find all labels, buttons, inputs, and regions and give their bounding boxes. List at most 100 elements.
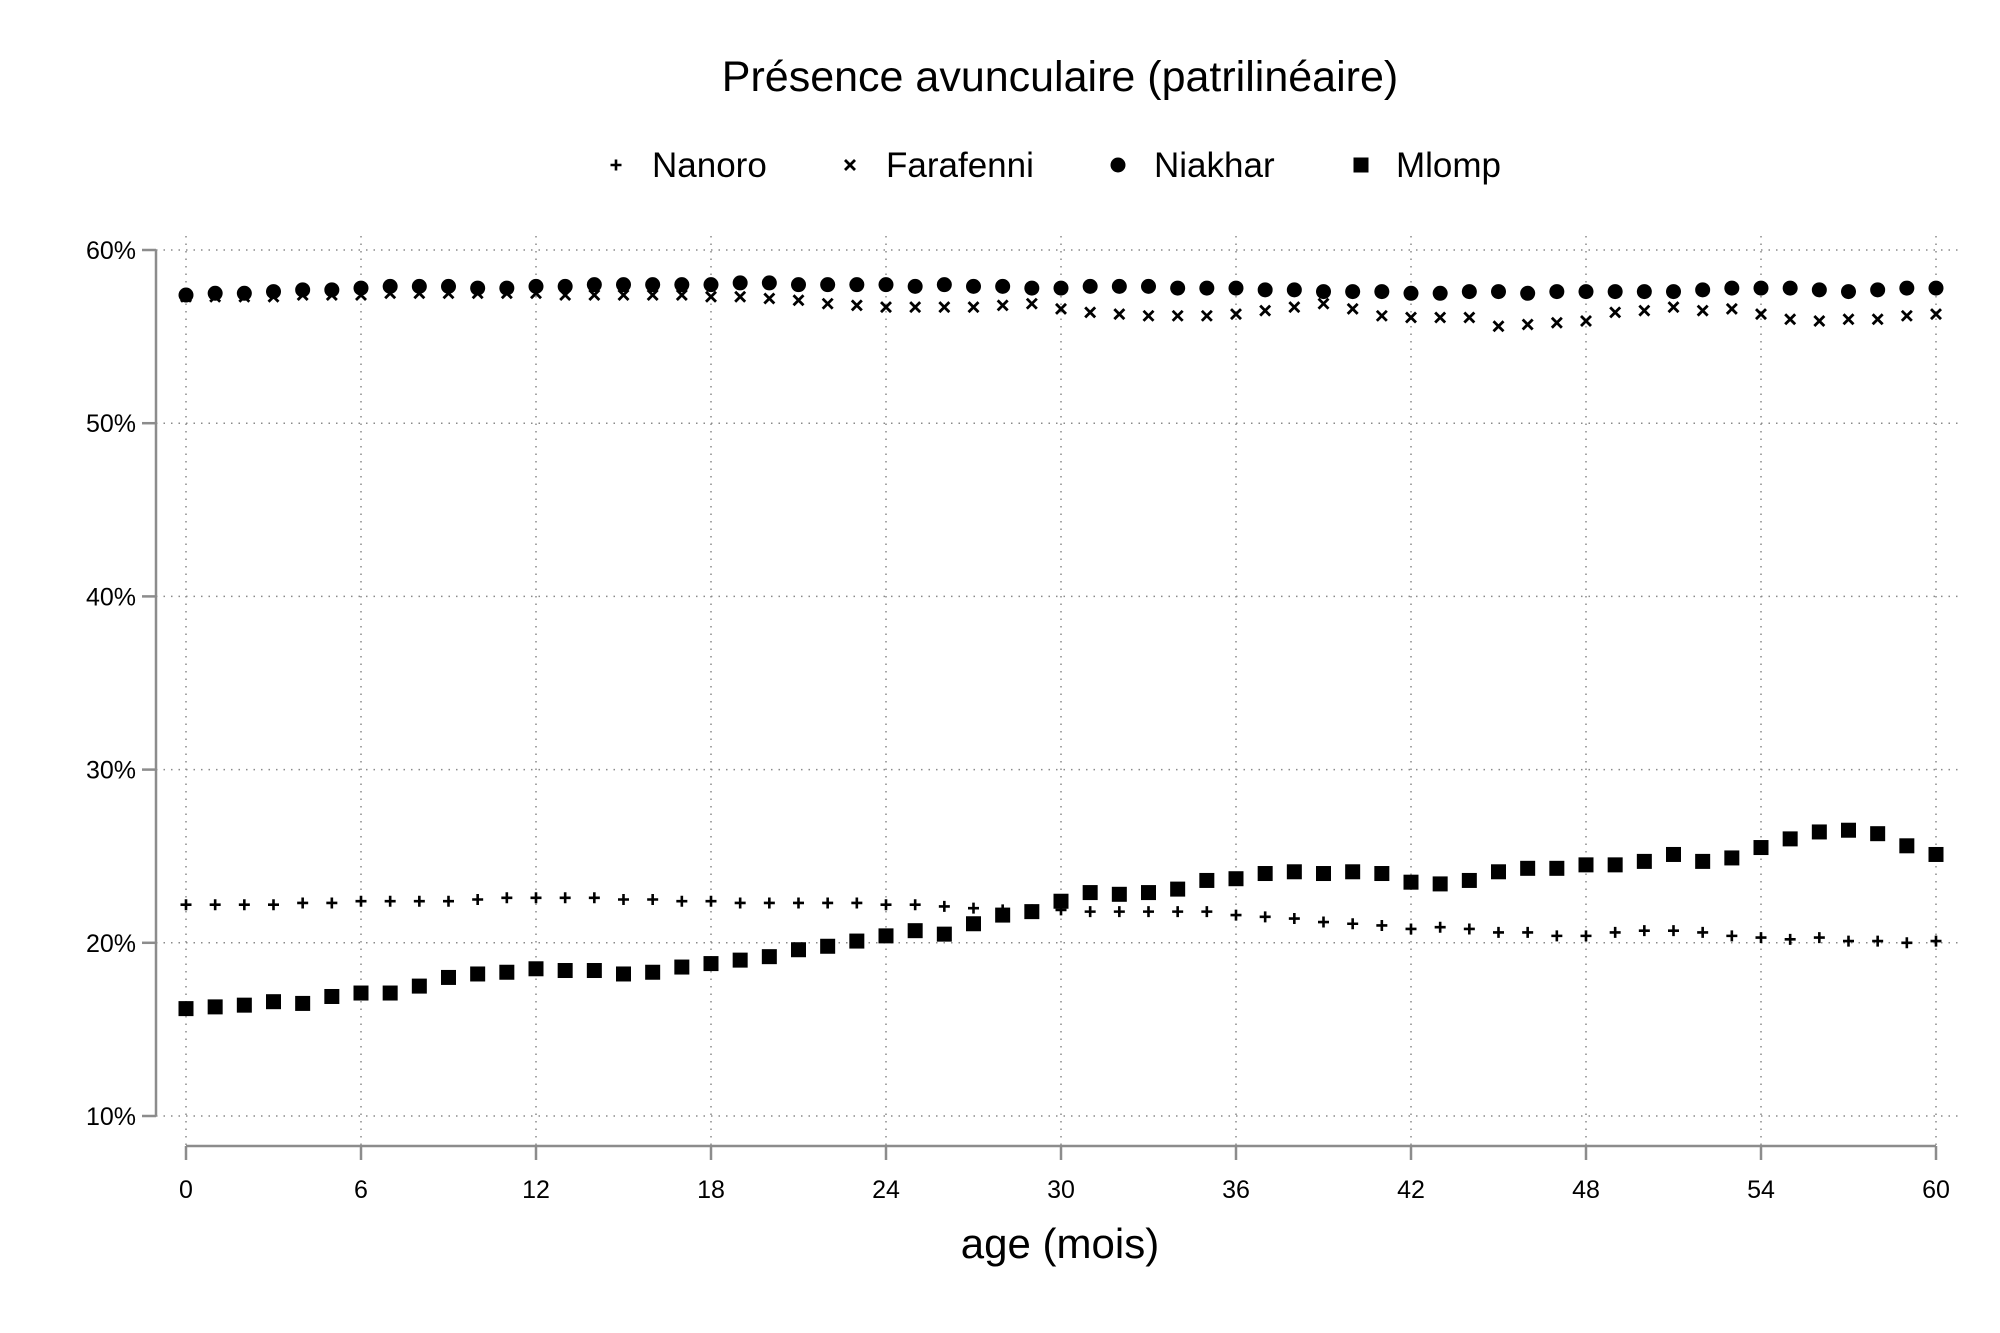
point-farafenni	[734, 290, 747, 303]
point-farafenni	[1288, 301, 1301, 314]
point-nanoro	[1755, 932, 1767, 944]
point-farafenni	[1025, 297, 1038, 310]
point-farafenni	[1696, 304, 1709, 317]
point-nanoro	[1259, 911, 1271, 923]
point-niakhar	[1636, 284, 1652, 300]
point-nanoro	[1638, 925, 1650, 937]
y-tick-label: 30%	[86, 757, 136, 785]
point-nanoro	[1843, 935, 1854, 947]
point-nanoro	[618, 894, 629, 905]
y-tick-label: 60%	[86, 237, 136, 265]
point-farafenni	[1434, 311, 1447, 324]
point-niakhar	[1374, 284, 1390, 300]
legend-item-nanoro: Nanoro	[610, 146, 767, 185]
point-nanoro	[268, 899, 279, 911]
point-nanoro	[1084, 906, 1096, 918]
point-farafenni	[1463, 311, 1476, 324]
point-nanoro	[1347, 918, 1359, 930]
point-farafenni	[1580, 315, 1592, 328]
point-farafenni	[646, 289, 659, 302]
point-niakhar	[1782, 280, 1798, 296]
x-axis-title: age (mois)	[961, 1220, 1159, 1267]
point-mlomp	[1432, 876, 1448, 892]
point-niakhar	[441, 278, 456, 294]
point-mlomp	[1520, 860, 1536, 876]
point-mlomp	[1695, 853, 1711, 869]
point-mlomp	[1024, 904, 1040, 920]
point-niakhar	[382, 278, 398, 294]
point-farafenni	[909, 301, 922, 314]
point-farafenni	[1259, 304, 1272, 317]
point-farafenni	[1813, 315, 1826, 328]
point-niakhar	[266, 284, 281, 300]
x-tick-label: 30	[1047, 1176, 1075, 1204]
point-mlomp	[441, 969, 456, 985]
x-tick-label: 6	[354, 1176, 368, 1204]
point-niakhar	[1724, 280, 1740, 296]
point-niakhar	[1199, 280, 1215, 296]
x-tick-label: 24	[872, 1176, 900, 1204]
point-niakhar	[703, 277, 719, 293]
point-nanoro	[763, 897, 775, 909]
point-farafenni	[617, 289, 630, 302]
point-nanoro	[1288, 913, 1300, 925]
point-farafenni	[1930, 308, 1942, 321]
y-tick-label: 50%	[86, 410, 136, 438]
point-farafenni	[1113, 308, 1126, 321]
point-nanoro	[1726, 930, 1738, 942]
point-farafenni	[850, 299, 863, 312]
series-niakhar	[178, 275, 1944, 303]
x-tick-label: 54	[1747, 1176, 1775, 1204]
point-niakhar	[1695, 282, 1711, 298]
point-niakhar	[1286, 282, 1302, 298]
point-farafenni	[705, 290, 717, 303]
point-niakhar	[1345, 284, 1361, 300]
point-nanoro	[734, 897, 746, 909]
point-niakhar	[353, 280, 369, 296]
point-niakhar	[411, 278, 427, 294]
point-niakhar	[907, 278, 923, 294]
point-niakhar	[1228, 280, 1244, 296]
y-tick-label: 20%	[86, 930, 136, 958]
point-nanoro	[209, 899, 221, 911]
point-niakhar	[645, 277, 661, 293]
point-niakhar	[586, 277, 602, 293]
point-mlomp	[528, 961, 544, 977]
series-nanoro	[180, 892, 1942, 949]
point-farafenni	[1230, 308, 1242, 321]
point-niakhar	[470, 280, 486, 296]
point-nanoro	[1434, 921, 1446, 933]
point-niakhar	[178, 287, 194, 303]
point-mlomp	[236, 997, 252, 1013]
point-farafenni	[1055, 302, 1067, 315]
point-nanoro	[1784, 933, 1796, 945]
point-nanoro	[413, 895, 425, 907]
point-mlomp	[1170, 881, 1186, 897]
point-mlomp	[1491, 864, 1506, 880]
point-niakhar	[1082, 278, 1098, 294]
point-nanoro	[1580, 930, 1592, 942]
point-nanoro	[1113, 906, 1125, 918]
point-farafenni	[1375, 309, 1388, 322]
point-nanoro	[1201, 906, 1213, 918]
point-niakhar	[1141, 278, 1156, 294]
point-nanoro	[1493, 926, 1504, 938]
legend-label: Niakhar	[1154, 146, 1275, 185]
point-nanoro	[1697, 926, 1709, 938]
point-mlomp	[703, 956, 719, 972]
point-nanoro	[793, 897, 804, 909]
point-mlomp	[907, 923, 923, 939]
point-mlomp	[324, 988, 340, 1004]
point-niakhar	[936, 277, 952, 293]
point-niakhar	[616, 277, 631, 293]
point-nanoro	[1230, 909, 1242, 921]
point-mlomp	[1053, 893, 1069, 909]
legend-item-farafenni: Farafenni	[844, 146, 1034, 185]
point-farafenni	[1084, 306, 1097, 319]
point-niakhar	[1111, 278, 1127, 294]
data-points	[178, 275, 1944, 1017]
point-niakhar	[1811, 282, 1827, 298]
point-niakhar	[1899, 280, 1915, 296]
point-nanoro	[1813, 932, 1825, 944]
